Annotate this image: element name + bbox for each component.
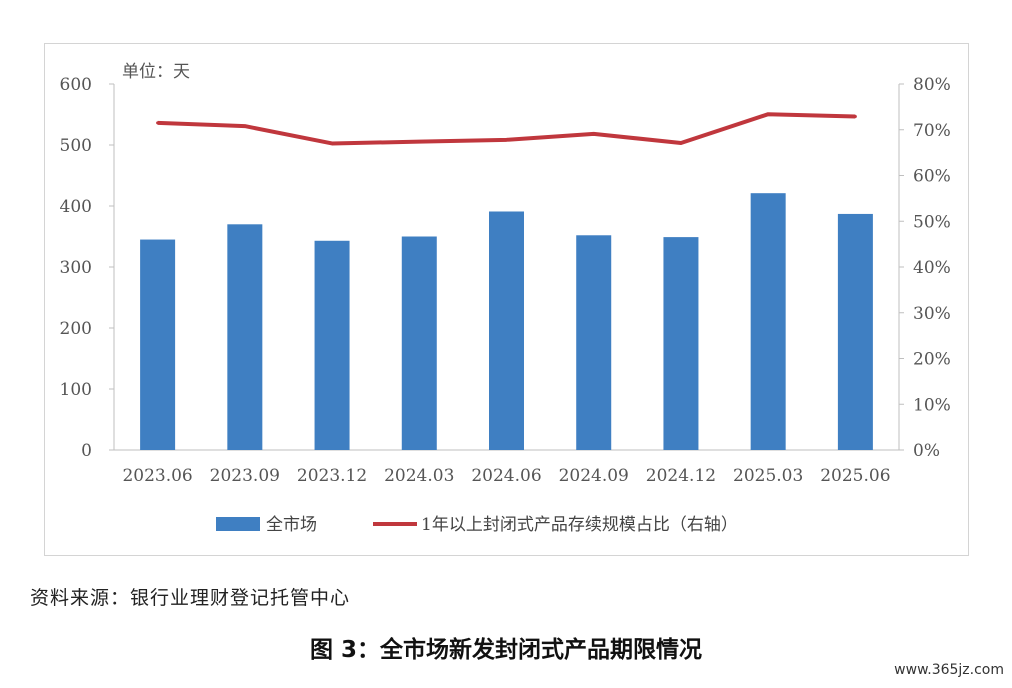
right-tick-label: 40% xyxy=(913,258,951,278)
x-tick-label: 2024.03 xyxy=(384,466,454,486)
line-point xyxy=(679,141,683,145)
right-tick-label: 60% xyxy=(913,167,951,187)
bar xyxy=(401,236,437,450)
line-point xyxy=(330,141,334,145)
legend: 全市场 1年以上封闭式产品存续规模占比（右轴） xyxy=(216,515,738,535)
chart-frame: 单位：天 0 100 200 300 400 500 600 0% 10% 20% 30% 40% 5… xyxy=(44,43,969,556)
bar xyxy=(140,239,176,450)
right-tick-label: 80% xyxy=(913,75,951,95)
x-tick-label: 2024.12 xyxy=(646,466,716,486)
right-tick-label: 50% xyxy=(913,212,951,232)
left-tick-label: 200 xyxy=(60,319,92,339)
right-tick-label: 70% xyxy=(913,121,951,141)
right-tick-label: 20% xyxy=(913,350,951,370)
left-tick-label: 400 xyxy=(60,197,92,217)
x-tick-label: 2025.06 xyxy=(820,466,890,486)
left-tick-label: 300 xyxy=(60,258,92,278)
right-tick-label: 30% xyxy=(913,304,951,324)
x-tick-label: 2025.03 xyxy=(733,466,803,486)
bar xyxy=(663,237,699,450)
x-tick-label: 2024.09 xyxy=(559,466,629,486)
bar xyxy=(576,235,612,450)
bar xyxy=(314,240,350,450)
x-tick-label: 2023.12 xyxy=(297,466,367,486)
left-tick-label: 600 xyxy=(60,75,92,95)
left-y-axis-ticks: 0 100 200 300 400 500 600 xyxy=(60,75,114,461)
x-tick-label: 2024.06 xyxy=(471,466,541,486)
chart-svg: 单位：天 0 100 200 300 400 500 600 0% 10% 20% 30% 40% 5… xyxy=(60,62,951,535)
line-series xyxy=(156,112,857,146)
legend-label-bar: 全市场 xyxy=(266,515,317,535)
x-tick-label: 2023.09 xyxy=(210,466,280,486)
left-tick-label: 500 xyxy=(60,136,92,156)
bar xyxy=(227,224,263,450)
line-point xyxy=(417,140,421,144)
line-point xyxy=(156,121,160,125)
legend-label-line: 1年以上封闭式产品存续规模占比（右轴） xyxy=(421,515,738,535)
line-point xyxy=(766,112,770,116)
bar xyxy=(489,211,524,450)
right-tick-label: 10% xyxy=(913,395,951,415)
right-tick-label: 0% xyxy=(913,441,940,461)
x-axis-ticks: 2023.06 2023.09 2023.12 2024.03 2024.06 2024.… xyxy=(122,466,890,486)
right-y-axis-ticks: 0% 10% 20% 30% 40% 50% 60% 70% 80% xyxy=(899,75,951,461)
figure-caption: 图 3：全市场新发封闭式产品期限情况 xyxy=(309,637,702,663)
line-point xyxy=(243,124,247,128)
x-tick-label: 2023.06 xyxy=(122,466,192,486)
left-tick-label: 100 xyxy=(60,380,92,400)
left-tick-label: 0 xyxy=(81,441,92,461)
line-point xyxy=(853,114,857,118)
legend-swatch-bar xyxy=(216,517,260,531)
source-note: 资料来源：银行业理财登记托管中心 xyxy=(30,587,351,609)
y-axis-unit-label: 单位：天 xyxy=(122,62,190,82)
bar xyxy=(837,213,873,450)
bar xyxy=(750,193,786,450)
bar-series xyxy=(140,193,873,450)
line-point xyxy=(505,138,508,142)
watermark: www.365jz.com xyxy=(894,662,1004,678)
line-point xyxy=(592,132,596,136)
